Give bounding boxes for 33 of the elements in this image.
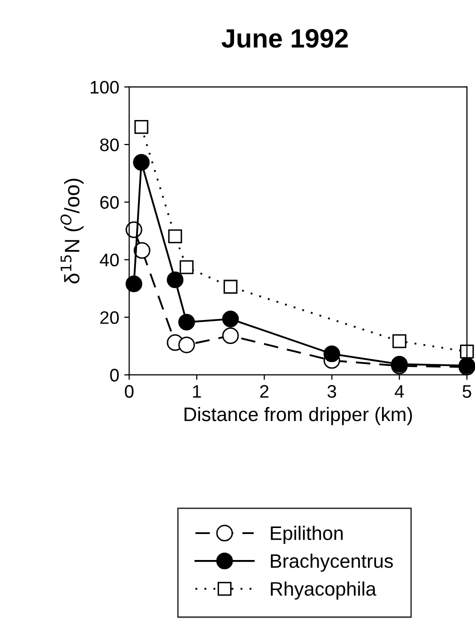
x-tick-label: 0 (124, 385, 134, 398)
y-axis-title: δ$^{15}$N ($^{O}$/oo) (60, 178, 84, 284)
y-tick-label: 100 (90, 80, 119, 94)
point (460, 344, 474, 358)
chart-title: June 1992 (222, 29, 348, 48)
legend-label: Rhyacophila (270, 582, 376, 600)
point (324, 346, 340, 362)
point (222, 310, 239, 328)
point (168, 229, 182, 244)
x-tick-label: 2 (260, 385, 268, 398)
point (126, 276, 142, 292)
point (178, 314, 195, 330)
legend-label: Epilithon (270, 526, 343, 544)
point (134, 242, 150, 259)
point (392, 334, 406, 348)
point (133, 154, 150, 171)
x-tick-label: 3 (328, 385, 336, 398)
x-axis-title: Distance from dripper (km) (184, 406, 412, 426)
x-tick-label: 4 (394, 385, 404, 398)
x-tick-label: 5 (462, 385, 472, 398)
point (224, 280, 238, 294)
point (134, 120, 148, 134)
x-tick-label: 1 (193, 385, 201, 398)
y-tick-label: 40 (100, 254, 119, 266)
point (166, 272, 184, 288)
y-tick-label: 0 (110, 368, 119, 382)
point (178, 336, 195, 354)
y-tick-label: 20 (100, 311, 119, 324)
point (222, 327, 239, 344)
y-tick-label: 60 (100, 196, 119, 209)
point (180, 260, 194, 274)
y-tick-label: 80 (100, 138, 119, 152)
legend-label: Brachycentrus (270, 554, 393, 572)
